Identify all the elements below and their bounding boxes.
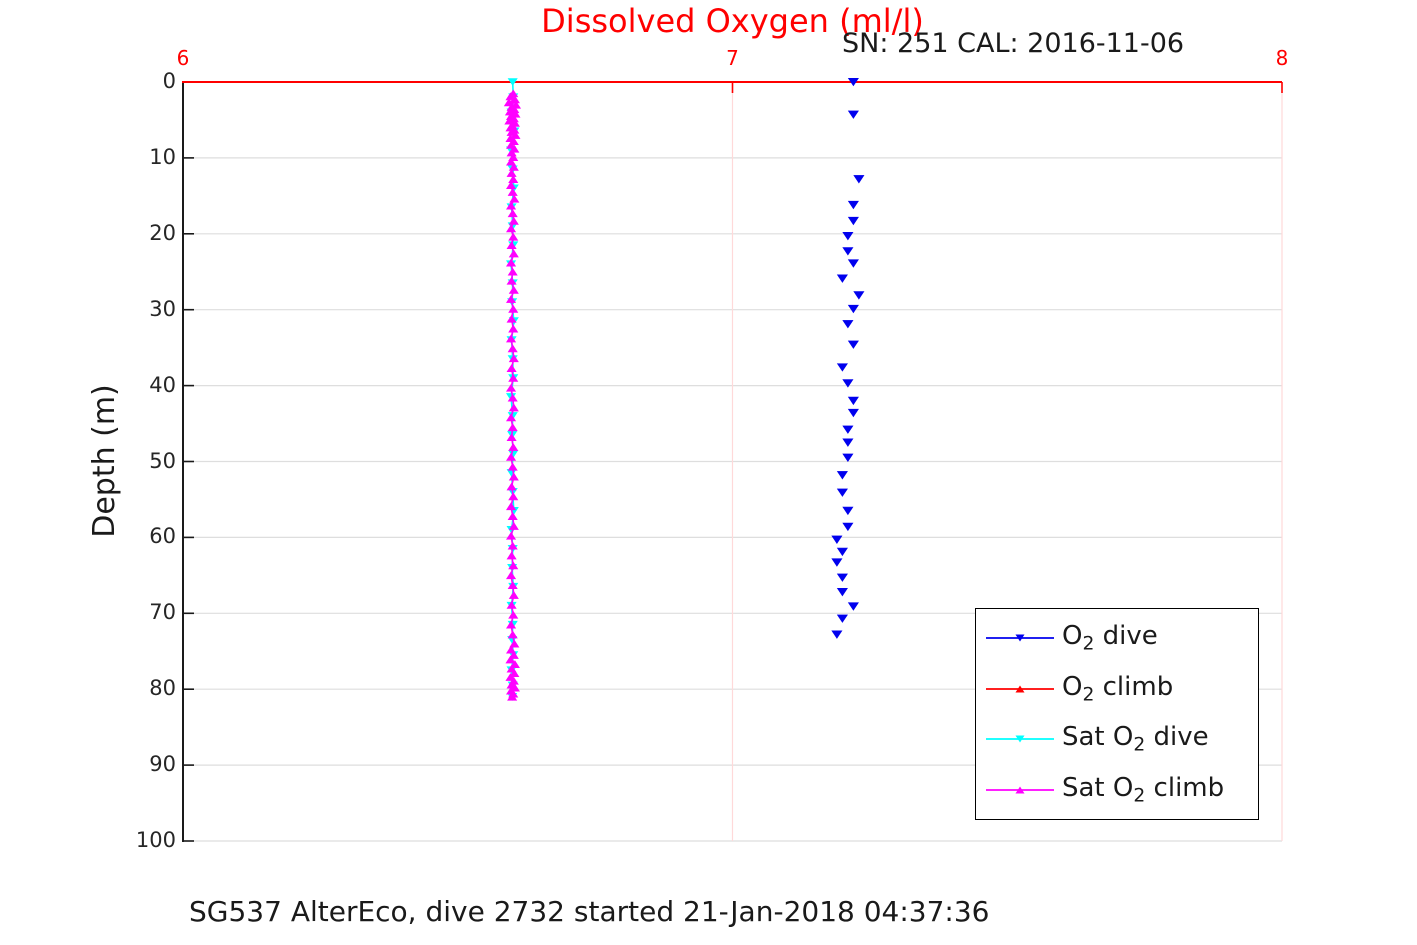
x-tick-label-7: 7 [726,46,739,70]
series-sat-o2-climb [503,89,522,701]
y-tick-label-30: 30 [149,296,176,321]
legend-item-o2-dive[interactable]: O2 dive [976,614,1258,662]
y-tick-label-20: 20 [149,220,176,245]
y-tick-label-80: 80 [149,676,176,701]
series-o2-dive [831,77,865,639]
legend-sample-o2-climb [986,685,1054,693]
legend-label-o2-climb: O2 climb [1062,671,1174,706]
sensor-sn-cal-label: SN: 251 CAL: 2016-11-06 [842,28,1185,59]
axis-lines [182,81,1282,842]
legend[interactable]: O2 dive O2 climb Sat O2 dive Sat O2 climb [975,608,1259,820]
y-tick-label-90: 90 [149,752,176,777]
y-tick-label-10: 10 [149,144,176,169]
legend-label-o2-dive: O2 dive [1062,621,1158,656]
legend-sample-sat-o2-dive [986,735,1054,743]
legend-sample-o2-dive [986,634,1054,642]
y-tick-label-0: 0 [162,69,176,93]
legend-item-sat-o2-climb[interactable]: Sat O2 climb [976,766,1258,814]
y-tick-label-100: 100 [135,828,176,852]
legend-sample-sat-o2-climb [986,786,1054,794]
x-tick-label-6: 6 [176,46,190,70]
legend-label-sat-o2-dive: Sat O2 dive [1062,722,1209,757]
legend-label-sat-o2-climb: Sat O2 climb [1062,772,1225,807]
x-tick-label-8: 8 [1275,46,1289,70]
legend-item-sat-o2-dive[interactable]: Sat O2 dive [976,715,1258,763]
gridlines [183,82,1283,842]
y-tick-label-40: 40 [149,372,176,397]
dive-caption: SG537 AlterEco, dive 2732 started 21-Jan… [189,895,990,928]
y-tick-label-60: 60 [149,524,176,549]
chart-title: Dissolved Oxygen (ml/l) [541,2,924,40]
y-tick-label-50: 50 [149,448,176,473]
y-tick-label-70: 70 [149,600,176,625]
legend-item-o2-climb[interactable]: O2 climb [976,665,1258,713]
